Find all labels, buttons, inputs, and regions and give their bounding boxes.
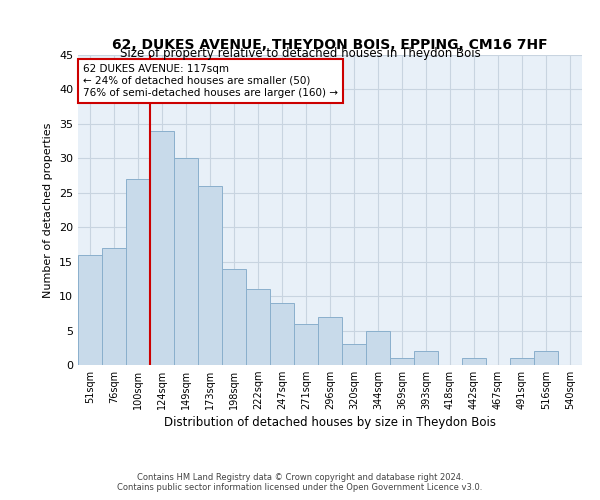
Bar: [414, 351, 438, 365]
Bar: [510, 358, 534, 365]
Bar: [270, 303, 294, 365]
Y-axis label: Number of detached properties: Number of detached properties: [43, 122, 53, 298]
Bar: [342, 344, 366, 365]
Bar: [102, 248, 126, 365]
Bar: [534, 351, 558, 365]
Bar: [198, 186, 222, 365]
Text: 62 DUKES AVENUE: 117sqm
← 24% of detached houses are smaller (50)
76% of semi-de: 62 DUKES AVENUE: 117sqm ← 24% of detache…: [83, 64, 338, 98]
Bar: [150, 131, 174, 365]
Bar: [78, 255, 102, 365]
Bar: [366, 330, 390, 365]
Title: 62, DUKES AVENUE, THEYDON BOIS, EPPING, CM16 7HF: 62, DUKES AVENUE, THEYDON BOIS, EPPING, …: [112, 38, 548, 52]
Bar: [390, 358, 414, 365]
Bar: [246, 289, 270, 365]
Text: Contains HM Land Registry data © Crown copyright and database right 2024.
Contai: Contains HM Land Registry data © Crown c…: [118, 473, 482, 492]
Bar: [222, 268, 246, 365]
Bar: [126, 179, 150, 365]
Bar: [294, 324, 318, 365]
Bar: [174, 158, 198, 365]
Text: Size of property relative to detached houses in Theydon Bois: Size of property relative to detached ho…: [119, 48, 481, 60]
Bar: [462, 358, 486, 365]
X-axis label: Distribution of detached houses by size in Theydon Bois: Distribution of detached houses by size …: [164, 416, 496, 430]
Bar: [318, 317, 342, 365]
